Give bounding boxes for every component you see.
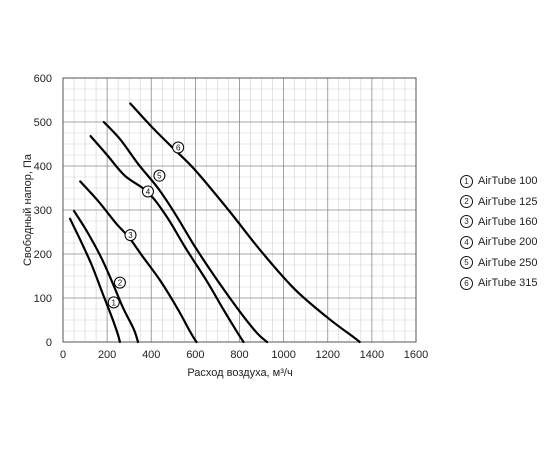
curve-marker-number: 3 [128,231,133,240]
y-axis-title: Свободный напор, Па [22,153,34,266]
y-tick-label: 200 [34,249,52,261]
plot-frame [62,77,417,343]
x-tick-label: 400 [142,349,160,361]
legend-item: 6 AirTube 315 [460,273,538,293]
curve-marker-number: 5 [157,172,162,181]
legend-label: AirTube 100 [478,175,538,188]
legend-label: AirTube 250 [478,256,538,269]
curve-marker-circle [153,169,166,182]
series-line-6 [129,102,361,344]
x-tick-label: 200 [98,349,116,361]
series-line-3 [79,180,198,344]
legend-label: AirTube 315 [478,277,538,290]
x-tick-label: 600 [186,349,204,361]
curve-marker-circle [113,276,126,289]
curve-marker-number: 1 [112,298,117,307]
legend-number-badge: 5 [460,256,473,270]
series-line-4 [89,135,245,344]
curve-marker-circle [124,229,137,242]
y-tick-label: 100 [34,293,52,305]
legend-number-badge: 3 [460,215,473,229]
legend-item: 4 AirTube 200 [460,232,538,252]
curve-marker-2: 2 [113,276,126,289]
curve-marker-5: 5 [153,169,166,182]
curve-marker-circle [107,296,120,309]
x-axis-title: Расход воздуха, м³/ч [187,367,292,379]
y-tick-label: 0 [46,337,52,349]
curve-marker-1: 1 [107,296,120,309]
series-line-5 [102,120,269,344]
y-tick-label: 400 [34,161,52,173]
y-tick-label: 600 [34,73,52,85]
x-tick-label: 0 [60,349,66,361]
series-line-1 [69,217,121,344]
x-tick-label: 1600 [404,349,428,361]
major-grid [62,77,417,343]
x-tick-label: 1200 [316,349,340,361]
y-tick-label: 300 [34,205,52,217]
legend: 1 AirTube 100 2 AirTube 125 3 AirTube 160 4 Air… [460,171,538,293]
curve-marker-3: 3 [124,229,137,242]
curve-marker-6: 6 [172,141,185,154]
legend-label: AirTube 125 [478,195,538,208]
legend-item: 2 AirTube 125 [460,191,538,211]
y-tick-label: 500 [34,117,52,129]
curve-marker-circle [172,141,185,154]
legend-label: AirTube 160 [478,215,538,228]
legend-item: 3 AirTube 160 [460,212,538,232]
legend-number-badge: 6 [460,276,473,290]
curve-marker-circle [141,185,154,198]
legend-item: 5 AirTube 250 [460,253,538,273]
curve-marker-number: 2 [118,279,123,288]
curve-markers-layer: 1 2 3 45 6 [107,141,185,309]
legend-number-badge: 2 [460,195,473,209]
legend-item: 1 AirTube 100 [460,171,538,191]
series-line-2 [72,209,140,344]
curve-marker-4: 4 [141,185,154,198]
tick-labels-layer: 0 200 400 600 800 1000 1200 1400 160001002003004… [34,73,429,361]
legend-number-badge: 1 [460,174,473,188]
curve-marker-number: 6 [176,144,181,153]
curves-layer [69,102,361,344]
x-tick-label: 1000 [271,349,295,361]
x-tick-label: 800 [230,349,248,361]
curve-marker-number: 4 [146,188,151,197]
legend-number-badge: 4 [460,235,473,249]
x-tick-label: 1400 [360,349,384,361]
legend-label: AirTube 200 [478,236,538,249]
